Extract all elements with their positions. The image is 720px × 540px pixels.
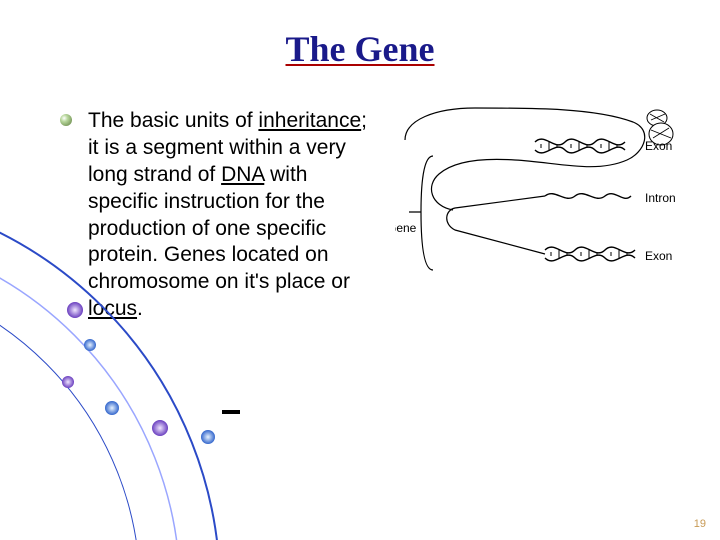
decor-bead (201, 430, 215, 444)
exon-bottom-helix (545, 247, 635, 261)
gene-diagram: Exon Intron Gene Exon (395, 100, 695, 310)
underlined-term: locus (88, 297, 137, 320)
bullet-icon (60, 114, 72, 126)
underlined-term: DNA (221, 163, 264, 186)
decor-bead (62, 376, 74, 388)
label-exon-bottom: Exon (645, 249, 672, 263)
decor-bead (105, 401, 119, 415)
slide: The Gene The basic units of inheritance;… (0, 0, 720, 540)
decor-bead (152, 420, 168, 436)
label-exon-top: Exon (645, 139, 672, 153)
list-item: The basic units of inheritance; it is a … (60, 108, 370, 323)
text-run: The basic units of (88, 109, 258, 132)
bullet-text: The basic units of inheritance; it is a … (88, 108, 370, 323)
label-gene: Gene (395, 221, 417, 235)
page-number: 19 (694, 518, 706, 530)
connector-path (447, 196, 545, 254)
page-title: The Gene (286, 28, 435, 70)
gene-brace (409, 156, 433, 270)
underlined-term: inheritance (258, 109, 361, 132)
intron-strand (545, 194, 631, 199)
exon-top-helix (535, 139, 625, 153)
bullet-block: The basic units of inheritance; it is a … (60, 108, 370, 323)
decorative-dash (222, 410, 240, 414)
text-run: . (137, 297, 143, 320)
decor-bead (84, 339, 96, 351)
label-intron: Intron (645, 191, 676, 205)
